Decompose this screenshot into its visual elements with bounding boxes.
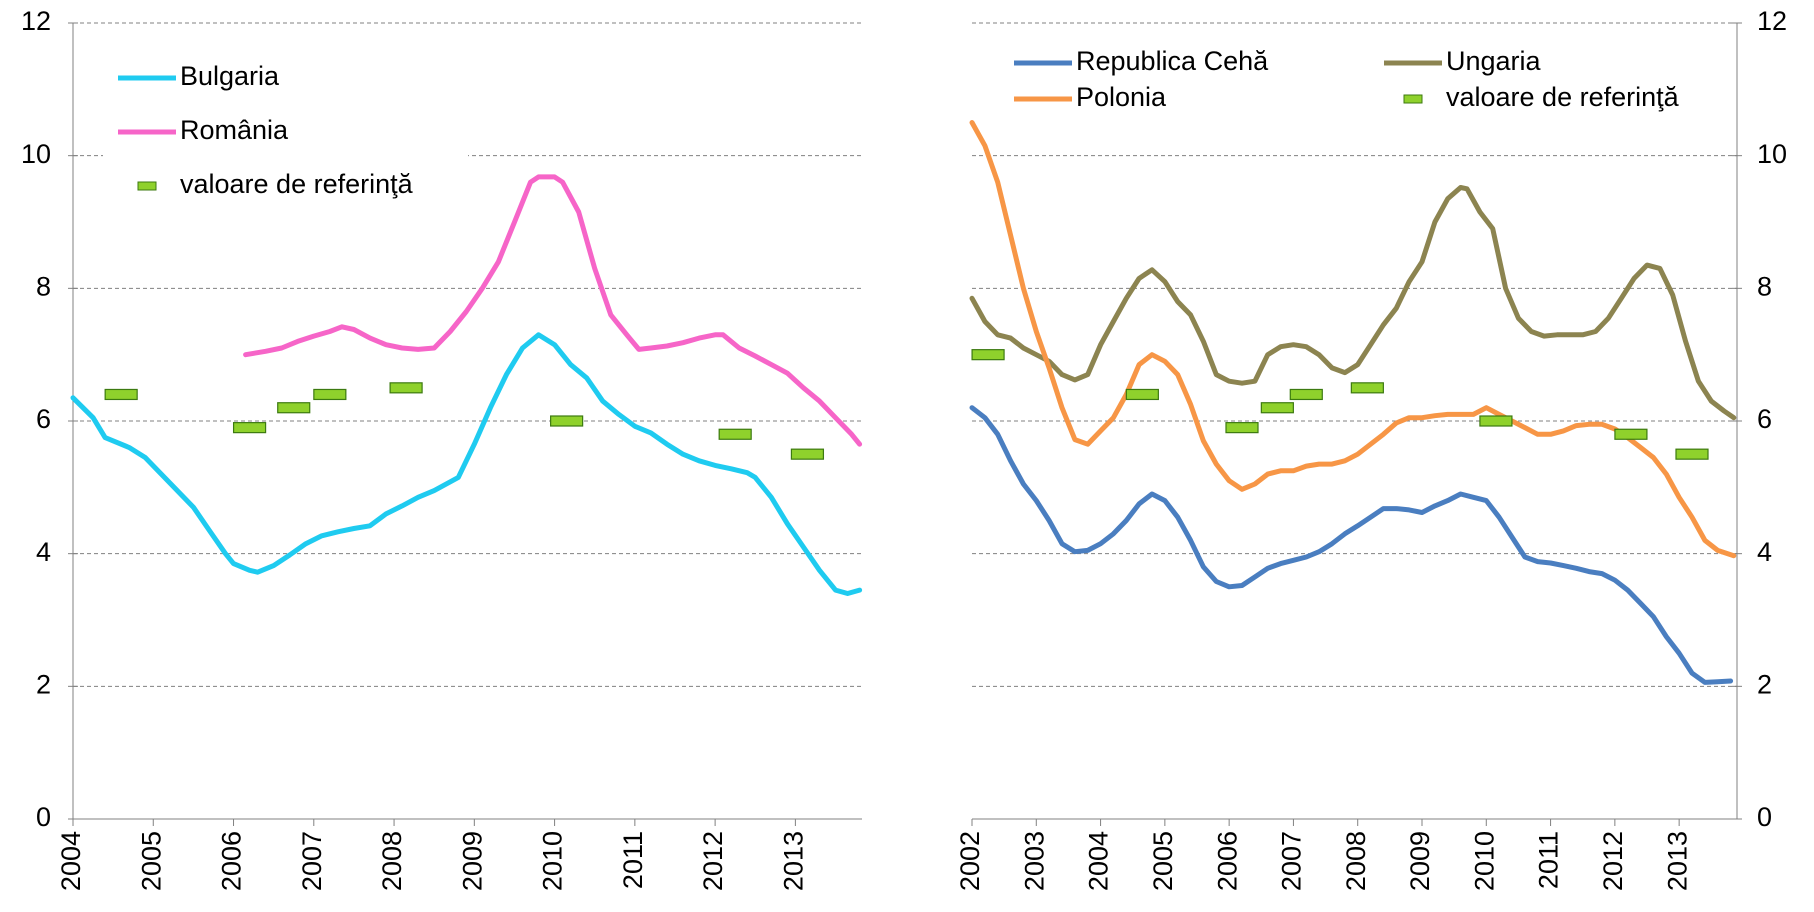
y-tick-label: 8 — [36, 271, 51, 301]
y-tick-label: 12 — [1757, 6, 1787, 36]
line-series — [969, 405, 1734, 685]
y-tick-label: 6 — [1757, 404, 1772, 434]
x-tick-label: 2002 — [955, 831, 985, 891]
y-tick-label: 12 — [21, 6, 51, 36]
x-tick-label: 2007 — [1277, 831, 1307, 891]
reference-marker — [1614, 428, 1648, 440]
reference-marker — [971, 349, 1005, 361]
y-tick-label: 2 — [1757, 669, 1772, 699]
legend-marker — [1403, 94, 1423, 104]
x-tick-label: 2013 — [779, 831, 809, 891]
reference-marker — [104, 388, 138, 401]
chart: 0 2 4 6 8 10 12 2002 2003 2004 2005 2006 2007 2008 200… — [955, 6, 1787, 891]
reference-marker — [718, 428, 752, 440]
x-tick-label: 2008 — [377, 831, 407, 891]
x-tick-label: 2009 — [1405, 831, 1435, 891]
x-tick-label: 2009 — [457, 831, 487, 891]
line-series — [70, 332, 863, 596]
reference-marker — [1350, 382, 1384, 394]
reference-marker — [1125, 388, 1159, 401]
reference-marker — [232, 422, 267, 434]
x-tick-label: 2005 — [136, 831, 166, 891]
chart: 0 2 4 6 8 10 12 2004 2005 2006 2007 2008 2009 2010 201… — [21, 6, 863, 891]
reference-marker — [277, 402, 311, 414]
legend-box — [103, 53, 468, 223]
legend-marker — [137, 181, 157, 191]
legend-label: Polonia — [1076, 82, 1167, 112]
y-tick-label: 0 — [36, 802, 51, 832]
legend-label: valoare de referinţă — [180, 169, 414, 199]
reference-marker — [1289, 388, 1323, 401]
reference-marker — [389, 382, 423, 394]
x-tick-label: 2012 — [698, 831, 728, 891]
x-tick-label: 2013 — [1662, 831, 1692, 891]
x-tick-label: 2010 — [1469, 831, 1499, 891]
line-series — [969, 120, 1737, 559]
reference-marker — [550, 415, 584, 427]
x-tick-label: 2003 — [1019, 831, 1049, 891]
y-tick-label: 6 — [36, 404, 51, 434]
y-tick-label: 0 — [1757, 802, 1772, 832]
y-tick-label: 10 — [21, 139, 51, 169]
x-tick-label: 2011 — [618, 831, 648, 889]
y-tick-label: 4 — [36, 537, 51, 567]
legend-label: Republica Cehă — [1076, 46, 1269, 76]
x-tick-label: 2007 — [297, 831, 327, 891]
reference-marker — [1675, 448, 1709, 460]
legend-label: Bulgaria — [180, 61, 280, 91]
reference-marker — [1260, 402, 1294, 414]
x-tick-label: 2008 — [1341, 831, 1371, 891]
y-tick-label: 2 — [36, 669, 51, 699]
line-series — [243, 174, 863, 447]
y-tick-label: 8 — [1757, 271, 1772, 301]
x-tick-label: 2012 — [1598, 831, 1628, 891]
x-tick-label: 2010 — [538, 831, 568, 891]
reference-marker — [790, 448, 825, 460]
reference-marker — [1225, 422, 1259, 434]
x-tick-label: 2005 — [1148, 831, 1178, 891]
legend-label: România — [180, 115, 289, 145]
x-tick-label: 2004 — [1084, 831, 1114, 891]
y-tick-label: 10 — [1757, 139, 1787, 169]
line-series — [969, 185, 1737, 421]
y-tick-label: 4 — [1757, 537, 1772, 567]
x-tick-label: 2006 — [217, 831, 247, 891]
x-tick-label: 2006 — [1212, 831, 1242, 891]
legend-label: Ungaria — [1446, 46, 1542, 76]
reference-marker — [1479, 415, 1513, 427]
legend-label: valoare de referinţă — [1446, 82, 1680, 112]
x-tick-label: 2011 — [1534, 831, 1564, 889]
x-tick-label: 2004 — [56, 831, 86, 891]
reference-marker — [313, 388, 347, 401]
